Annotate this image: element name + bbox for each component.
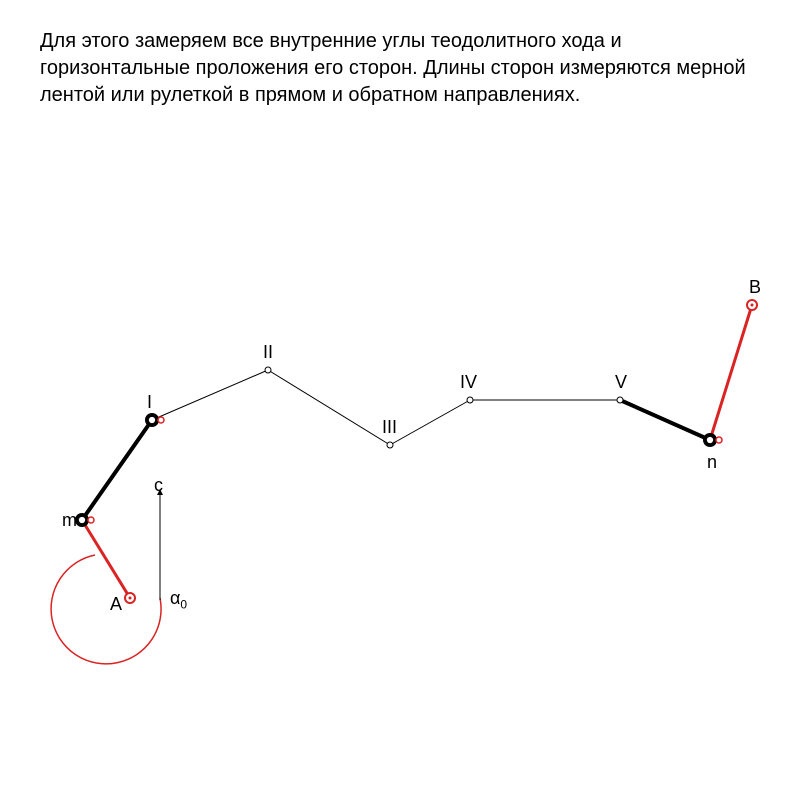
- label-III: III: [382, 417, 397, 438]
- traverse-diagram: [0, 0, 800, 800]
- edges: [82, 305, 752, 598]
- edge-V-n: [620, 400, 710, 440]
- label-II: II: [263, 342, 273, 363]
- label-I: I: [147, 392, 152, 413]
- node-I: [145, 413, 164, 427]
- node-II: [265, 367, 271, 373]
- edge-n-B: [710, 305, 752, 440]
- label-V: V: [615, 372, 627, 393]
- label-c: с: [154, 475, 163, 496]
- node-A: [125, 593, 135, 603]
- label-B: B: [749, 277, 761, 298]
- node-III: [387, 442, 393, 448]
- label-A: A: [110, 594, 122, 615]
- label-alpha0: α0: [170, 588, 187, 612]
- edge-A-m: [82, 520, 130, 598]
- node-IV: [467, 397, 473, 403]
- node-n: [703, 433, 722, 447]
- node-B: [747, 300, 757, 310]
- edge-m-I: [82, 420, 152, 520]
- label-m: m: [62, 510, 77, 531]
- node-m: [75, 513, 94, 527]
- edge-III-IV: [390, 400, 470, 445]
- edge-I-II: [152, 370, 268, 420]
- nodes: [75, 300, 757, 603]
- edge-II-III: [268, 370, 390, 445]
- node-V: [617, 397, 623, 403]
- alpha-arc: [51, 555, 161, 664]
- angle-arc: [51, 555, 161, 664]
- label-IV: IV: [460, 372, 477, 393]
- label-n: n: [707, 452, 717, 473]
